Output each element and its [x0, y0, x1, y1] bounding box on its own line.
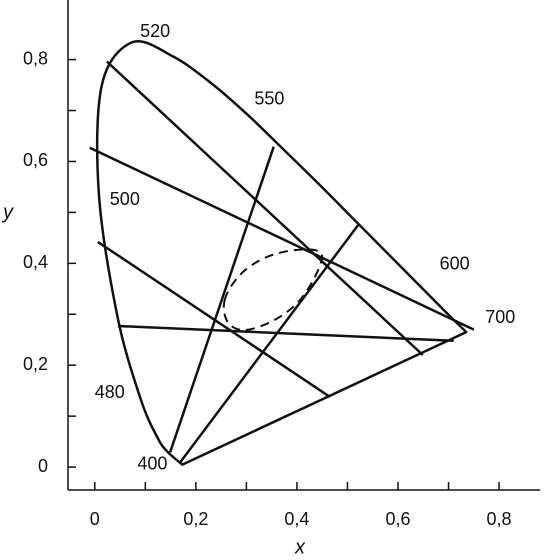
wavelength-label: 550 [254, 88, 284, 108]
y-tick-label: 0,4 [23, 252, 48, 272]
x-tick-label: 0 [90, 509, 100, 529]
y-tick-label: 0,6 [23, 150, 48, 170]
y-tick-label: 0 [38, 456, 48, 476]
wavelength-label: 700 [485, 307, 515, 327]
confusion-line [106, 60, 424, 356]
y-tick-label: 0,2 [23, 354, 48, 374]
wavelength-label: 520 [140, 21, 170, 41]
x-tick-label: 0,2 [183, 509, 208, 529]
x-tick-label: 0,8 [487, 509, 512, 529]
dashed-ellipse [222, 248, 324, 332]
wavelength-label: 500 [110, 189, 140, 209]
wavelength-label: 400 [137, 453, 167, 473]
confusion-line [178, 224, 360, 464]
y-axis-label: y [1, 201, 14, 223]
spectral-locus [95, 39, 468, 466]
confusion-line [89, 146, 475, 331]
wavelength-label: 600 [440, 253, 470, 273]
x-tick-label: 0,4 [284, 509, 309, 529]
confusion-line [117, 324, 454, 343]
x-axis-label: x [294, 536, 306, 558]
wavelength-label: 480 [95, 382, 125, 402]
y-tick-label: 0,8 [23, 48, 48, 68]
confusion-line [168, 146, 275, 453]
confusion-line [97, 240, 331, 398]
x-tick-label: 0,6 [385, 509, 410, 529]
